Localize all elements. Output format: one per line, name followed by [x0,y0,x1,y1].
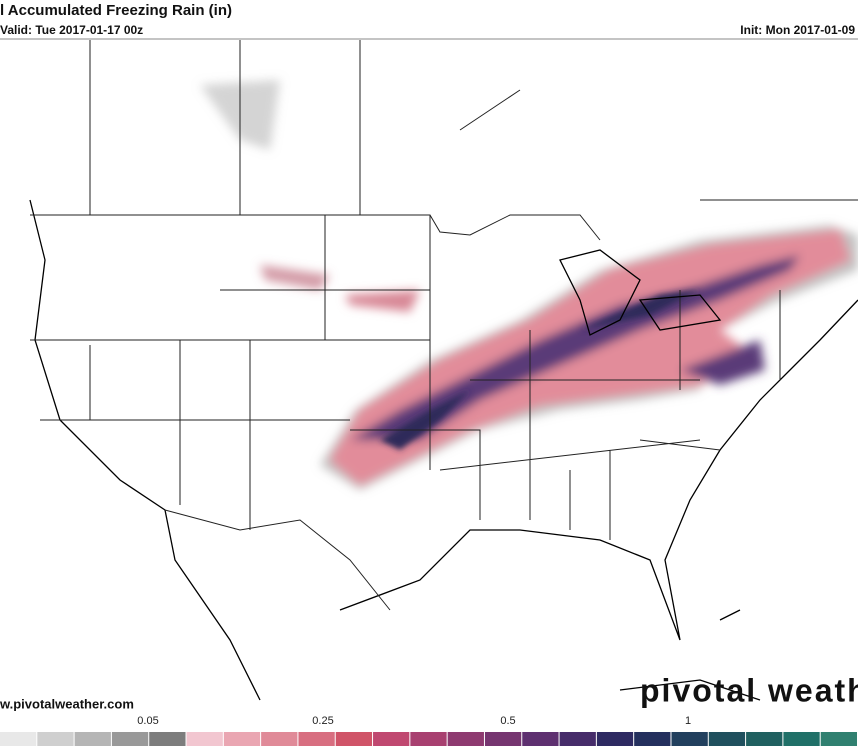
colorbar-swatch [708,732,746,746]
title: l Accumulated Freezing Rain (in) [0,2,232,19]
colorbar-label: 1 [685,715,691,727]
colorbar-swatch [596,732,634,746]
colorbar-swatch [186,732,223,746]
colorbar-swatch [298,732,335,746]
great-lakes [559,249,722,336]
watermark: pivotal weath [640,672,858,708]
canada-provinces [89,40,858,215]
colorbar-swatch [820,732,857,746]
colorbar-label: 0.5 [500,715,515,727]
colorbar-label: 0.25 [312,715,333,727]
freezing-rain-shading [200,80,858,490]
colorbar-swatch [261,732,298,746]
colorbar-swatch [410,732,447,746]
colorbar-swatch [671,732,708,746]
colorbar-swatch [74,732,111,746]
map [29,40,858,701]
colorbar-swatch [223,732,261,746]
colorbar-swatch [0,732,37,746]
colorbar-swatch [559,732,596,746]
colorbar-swatch [783,732,820,746]
coastline-west [29,199,261,701]
colorbar-swatch [484,732,522,746]
colorbar-swatch [634,732,671,746]
init-time: Init: Mon 2017-01-09 [740,23,855,37]
colorbar-swatch [111,732,149,746]
colorbar-swatch [335,732,373,746]
colorbar-swatch [447,732,484,746]
colorbar-swatch [373,732,410,746]
colorbar [0,732,857,746]
colorbar-swatch [37,732,74,746]
source-url: w.pivotalweather.com [0,696,134,711]
colorbar-swatch [522,732,559,746]
colorbar-swatch [149,732,186,746]
state-borders [30,215,781,540]
caribbean [619,609,761,701]
colorbar-swatch [746,732,783,746]
coastline-gulf-east [339,299,858,641]
border-mexico [164,509,391,611]
colorbar-label: 0.05 [137,715,158,727]
valid-time: Valid: Tue 2017-01-17 00z [0,23,143,37]
